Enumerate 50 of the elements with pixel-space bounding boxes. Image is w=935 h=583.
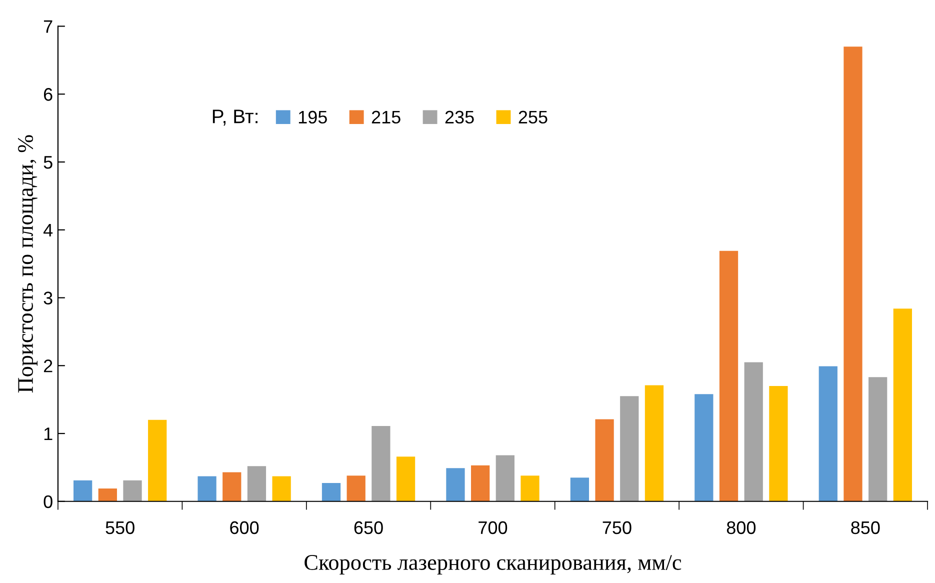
bar xyxy=(769,386,788,502)
bar xyxy=(844,46,862,502)
bar xyxy=(123,480,142,502)
y-axis-title: Пористость по площади, % xyxy=(18,135,38,393)
bar xyxy=(198,476,216,502)
bar xyxy=(74,480,92,502)
bar xyxy=(322,483,341,502)
bar xyxy=(247,466,266,502)
legend-label: 235 xyxy=(445,110,474,124)
bar xyxy=(644,385,664,502)
bar xyxy=(620,396,639,502)
legend-label: 255 xyxy=(518,110,548,124)
bar xyxy=(520,476,540,502)
bar xyxy=(496,455,514,502)
bar xyxy=(719,250,738,502)
bar xyxy=(346,476,366,502)
bar xyxy=(148,420,167,502)
bar xyxy=(595,419,614,502)
bar xyxy=(222,472,242,502)
legend-title: P, Вт: xyxy=(212,110,258,126)
y-tick-label: 4 xyxy=(43,224,53,236)
x-axis-title: Скорость лазерного сканирования, мм/с xyxy=(304,555,682,574)
bar xyxy=(570,478,590,502)
y-tick-label: 7 xyxy=(44,20,52,33)
x-tick-label: 550 xyxy=(106,521,134,534)
bar xyxy=(471,465,490,502)
x-tick-label: 700 xyxy=(478,521,508,534)
legend-label: 215 xyxy=(372,110,400,124)
x-tick-label: 850 xyxy=(851,521,880,534)
x-tick-label: 750 xyxy=(602,521,632,534)
x-tick-label: 650 xyxy=(354,521,383,534)
y-tick-label: 6 xyxy=(44,88,52,101)
y-tick-label: 5 xyxy=(44,156,52,169)
bar xyxy=(446,468,465,502)
bar xyxy=(818,366,838,502)
bar xyxy=(744,362,763,502)
bar xyxy=(98,488,117,502)
bar xyxy=(396,456,416,502)
legend-label: 195 xyxy=(298,110,327,124)
bar xyxy=(694,394,714,502)
bar xyxy=(372,426,390,502)
bar xyxy=(893,308,912,502)
y-tick-label: 0 xyxy=(44,495,52,508)
x-tick-label: 800 xyxy=(726,521,756,534)
y-tick-label: 1 xyxy=(44,428,52,440)
y-tick-label: 3 xyxy=(44,292,52,304)
x-tick-label: 600 xyxy=(230,521,259,534)
bar xyxy=(272,476,291,502)
y-tick-label: 2 xyxy=(44,360,52,372)
bar xyxy=(868,377,888,502)
